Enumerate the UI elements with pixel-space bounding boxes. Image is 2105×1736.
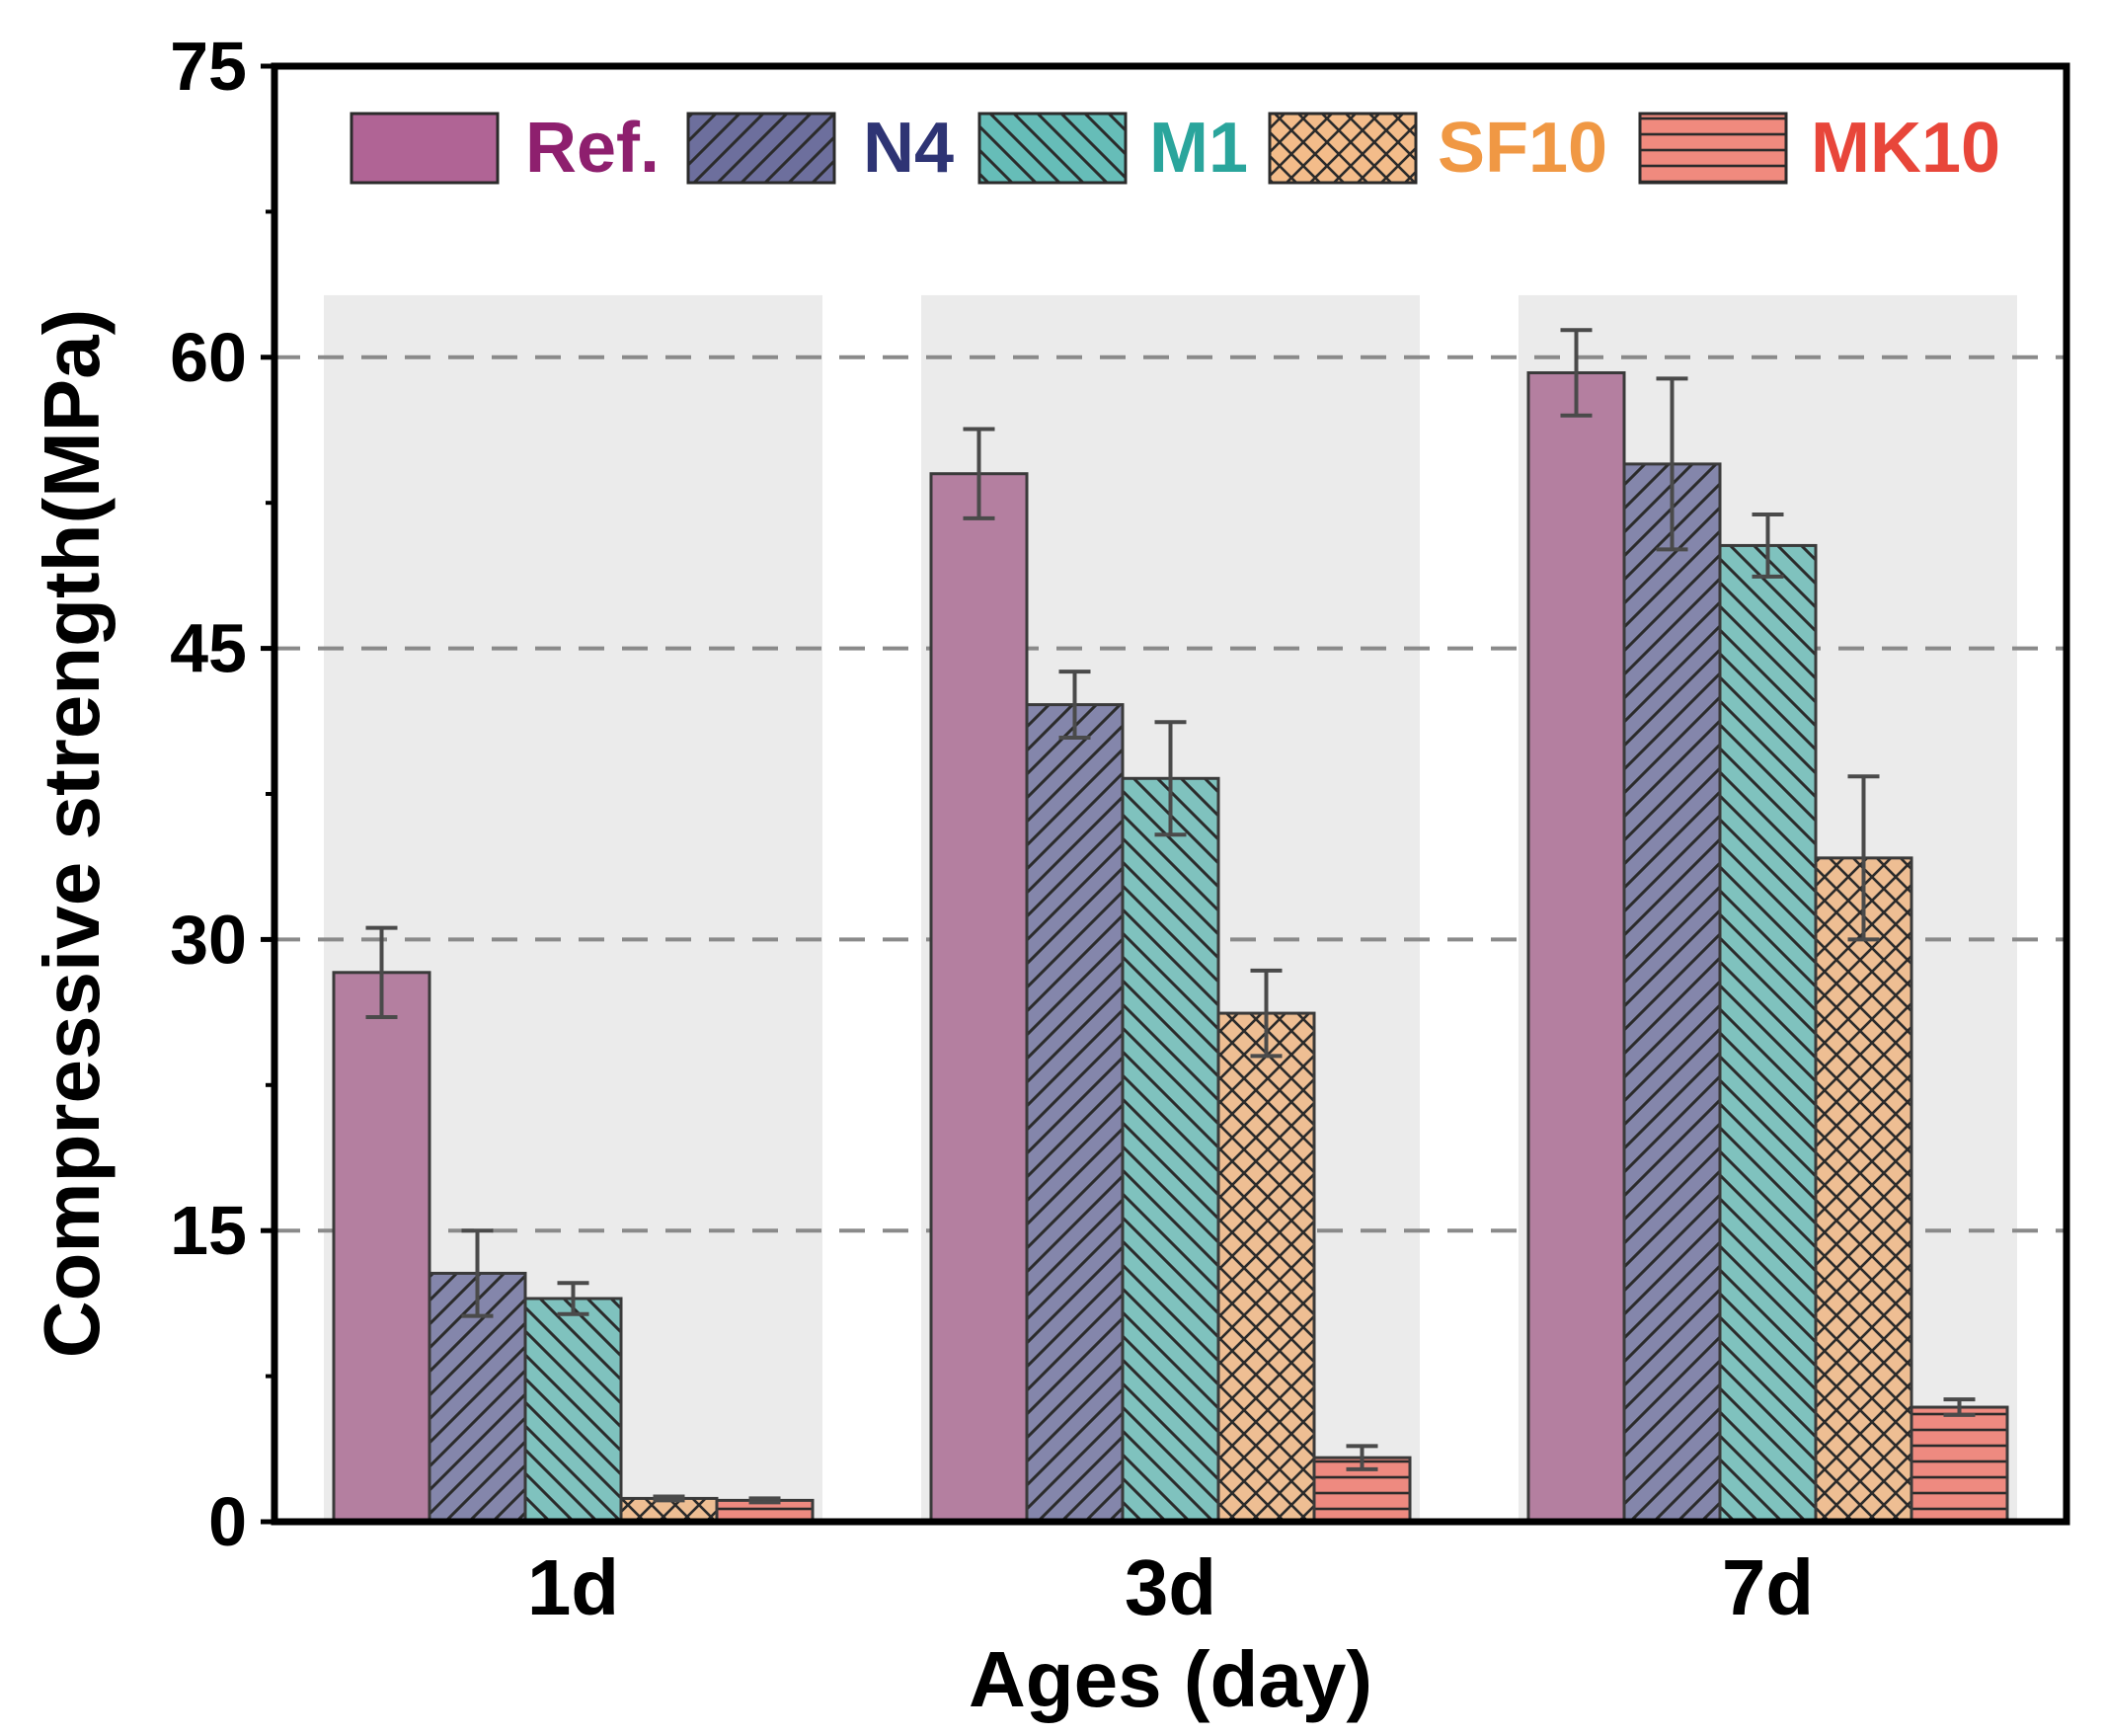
bar-hatch-sf10-7d <box>1816 857 1911 1522</box>
error-bar-m1-7d <box>1752 512 1784 579</box>
x-tick-label-1d: 1d <box>527 1543 619 1631</box>
bars <box>332 371 2009 1524</box>
error-bar-n4-1d <box>461 1228 494 1318</box>
legend-swatch-outline <box>977 112 1128 185</box>
legend-swatch <box>351 114 498 183</box>
x-tick-label-3d: 3d <box>1125 1543 1216 1631</box>
legend-label: SF10 <box>1438 109 1607 188</box>
y-axis: 0 15 30 45 60 75 <box>170 28 274 1560</box>
legend-swatch-outline <box>1268 112 1418 185</box>
y-tick-label-45: 45 <box>170 610 247 687</box>
bar-hatch-mk10-1d <box>717 1500 813 1522</box>
bar-hatch-m1-1d <box>525 1298 621 1522</box>
legend-swatch-outline <box>1638 112 1788 185</box>
legend-label: M1 <box>1149 109 1248 188</box>
y-tick-label-60: 60 <box>170 319 247 396</box>
error-bar-n4-7d <box>1656 376 1688 552</box>
bar-hatch-mk10-7d <box>1911 1407 2007 1522</box>
bar-ref-1d <box>334 972 429 1522</box>
bar-hatch-m1-7d <box>1720 545 1816 1522</box>
x-axis-title: Ages (day) <box>969 1635 1372 1723</box>
error-bar-mk10-7d <box>1943 1397 1976 1417</box>
legend-swatch-hatch <box>1270 114 1416 183</box>
error-bar-mk10-3d <box>1346 1444 1378 1471</box>
error-bars <box>365 328 1976 1505</box>
error-bar-sf10-3d <box>1250 968 1283 1059</box>
bar-hatch-n4-7d <box>1624 463 1720 1523</box>
legend-swatch-hatch <box>1640 114 1786 183</box>
y-tick-label-0: 0 <box>208 1483 247 1560</box>
bar-hatch-sf10-3d <box>1218 1013 1314 1522</box>
error-bar-ref-3d <box>963 427 995 520</box>
legend: Ref. N4 M1 SF10 MK10 <box>350 109 2000 188</box>
error-bar-ref-1d <box>365 925 398 1020</box>
error-bar-m1-3d <box>1154 720 1187 837</box>
legend-swatch-hatch <box>688 114 834 183</box>
legend-swatch-outline <box>686 112 836 185</box>
error-bar-ref-7d <box>1560 328 1593 418</box>
legend-item-n4: N4 <box>686 109 954 188</box>
y-tick-label-30: 30 <box>170 901 247 978</box>
bar-hatch-m1-3d <box>1123 778 1218 1522</box>
x-tick-label-7d: 7d <box>1722 1543 1814 1631</box>
error-bar-m1-1d <box>557 1281 589 1316</box>
legend-item-mk10: MK10 <box>1638 109 2000 188</box>
legend-label: N4 <box>863 109 954 188</box>
y-axis-title: Compressive strength(MPa) <box>28 309 116 1358</box>
legend-label: MK10 <box>1811 109 2000 188</box>
bar-ref-3d <box>931 473 1027 1523</box>
legend-item-ref: Ref. <box>350 109 660 188</box>
error-bar-n4-3d <box>1058 670 1091 741</box>
y-tick-label-75: 75 <box>170 28 247 105</box>
legend-swatch-hatch <box>979 114 1126 183</box>
legend-swatch-outline <box>350 112 500 185</box>
bar-ref-7d <box>1528 372 1624 1522</box>
error-bar-sf10-7d <box>1847 774 1880 942</box>
legend-item-m1: M1 <box>977 109 1248 188</box>
bar-hatch-sf10-1d <box>621 1498 717 1522</box>
error-bar-mk10-1d <box>748 1496 781 1505</box>
y-tick-label-15: 15 <box>170 1192 247 1269</box>
error-bar-sf10-1d <box>653 1494 685 1503</box>
legend-item-sf10: SF10 <box>1268 109 1607 188</box>
x-axis: 1d 3d 7d <box>527 1543 1814 1631</box>
legend-label: Ref. <box>525 109 660 188</box>
bar-hatch-n4-3d <box>1027 704 1123 1522</box>
